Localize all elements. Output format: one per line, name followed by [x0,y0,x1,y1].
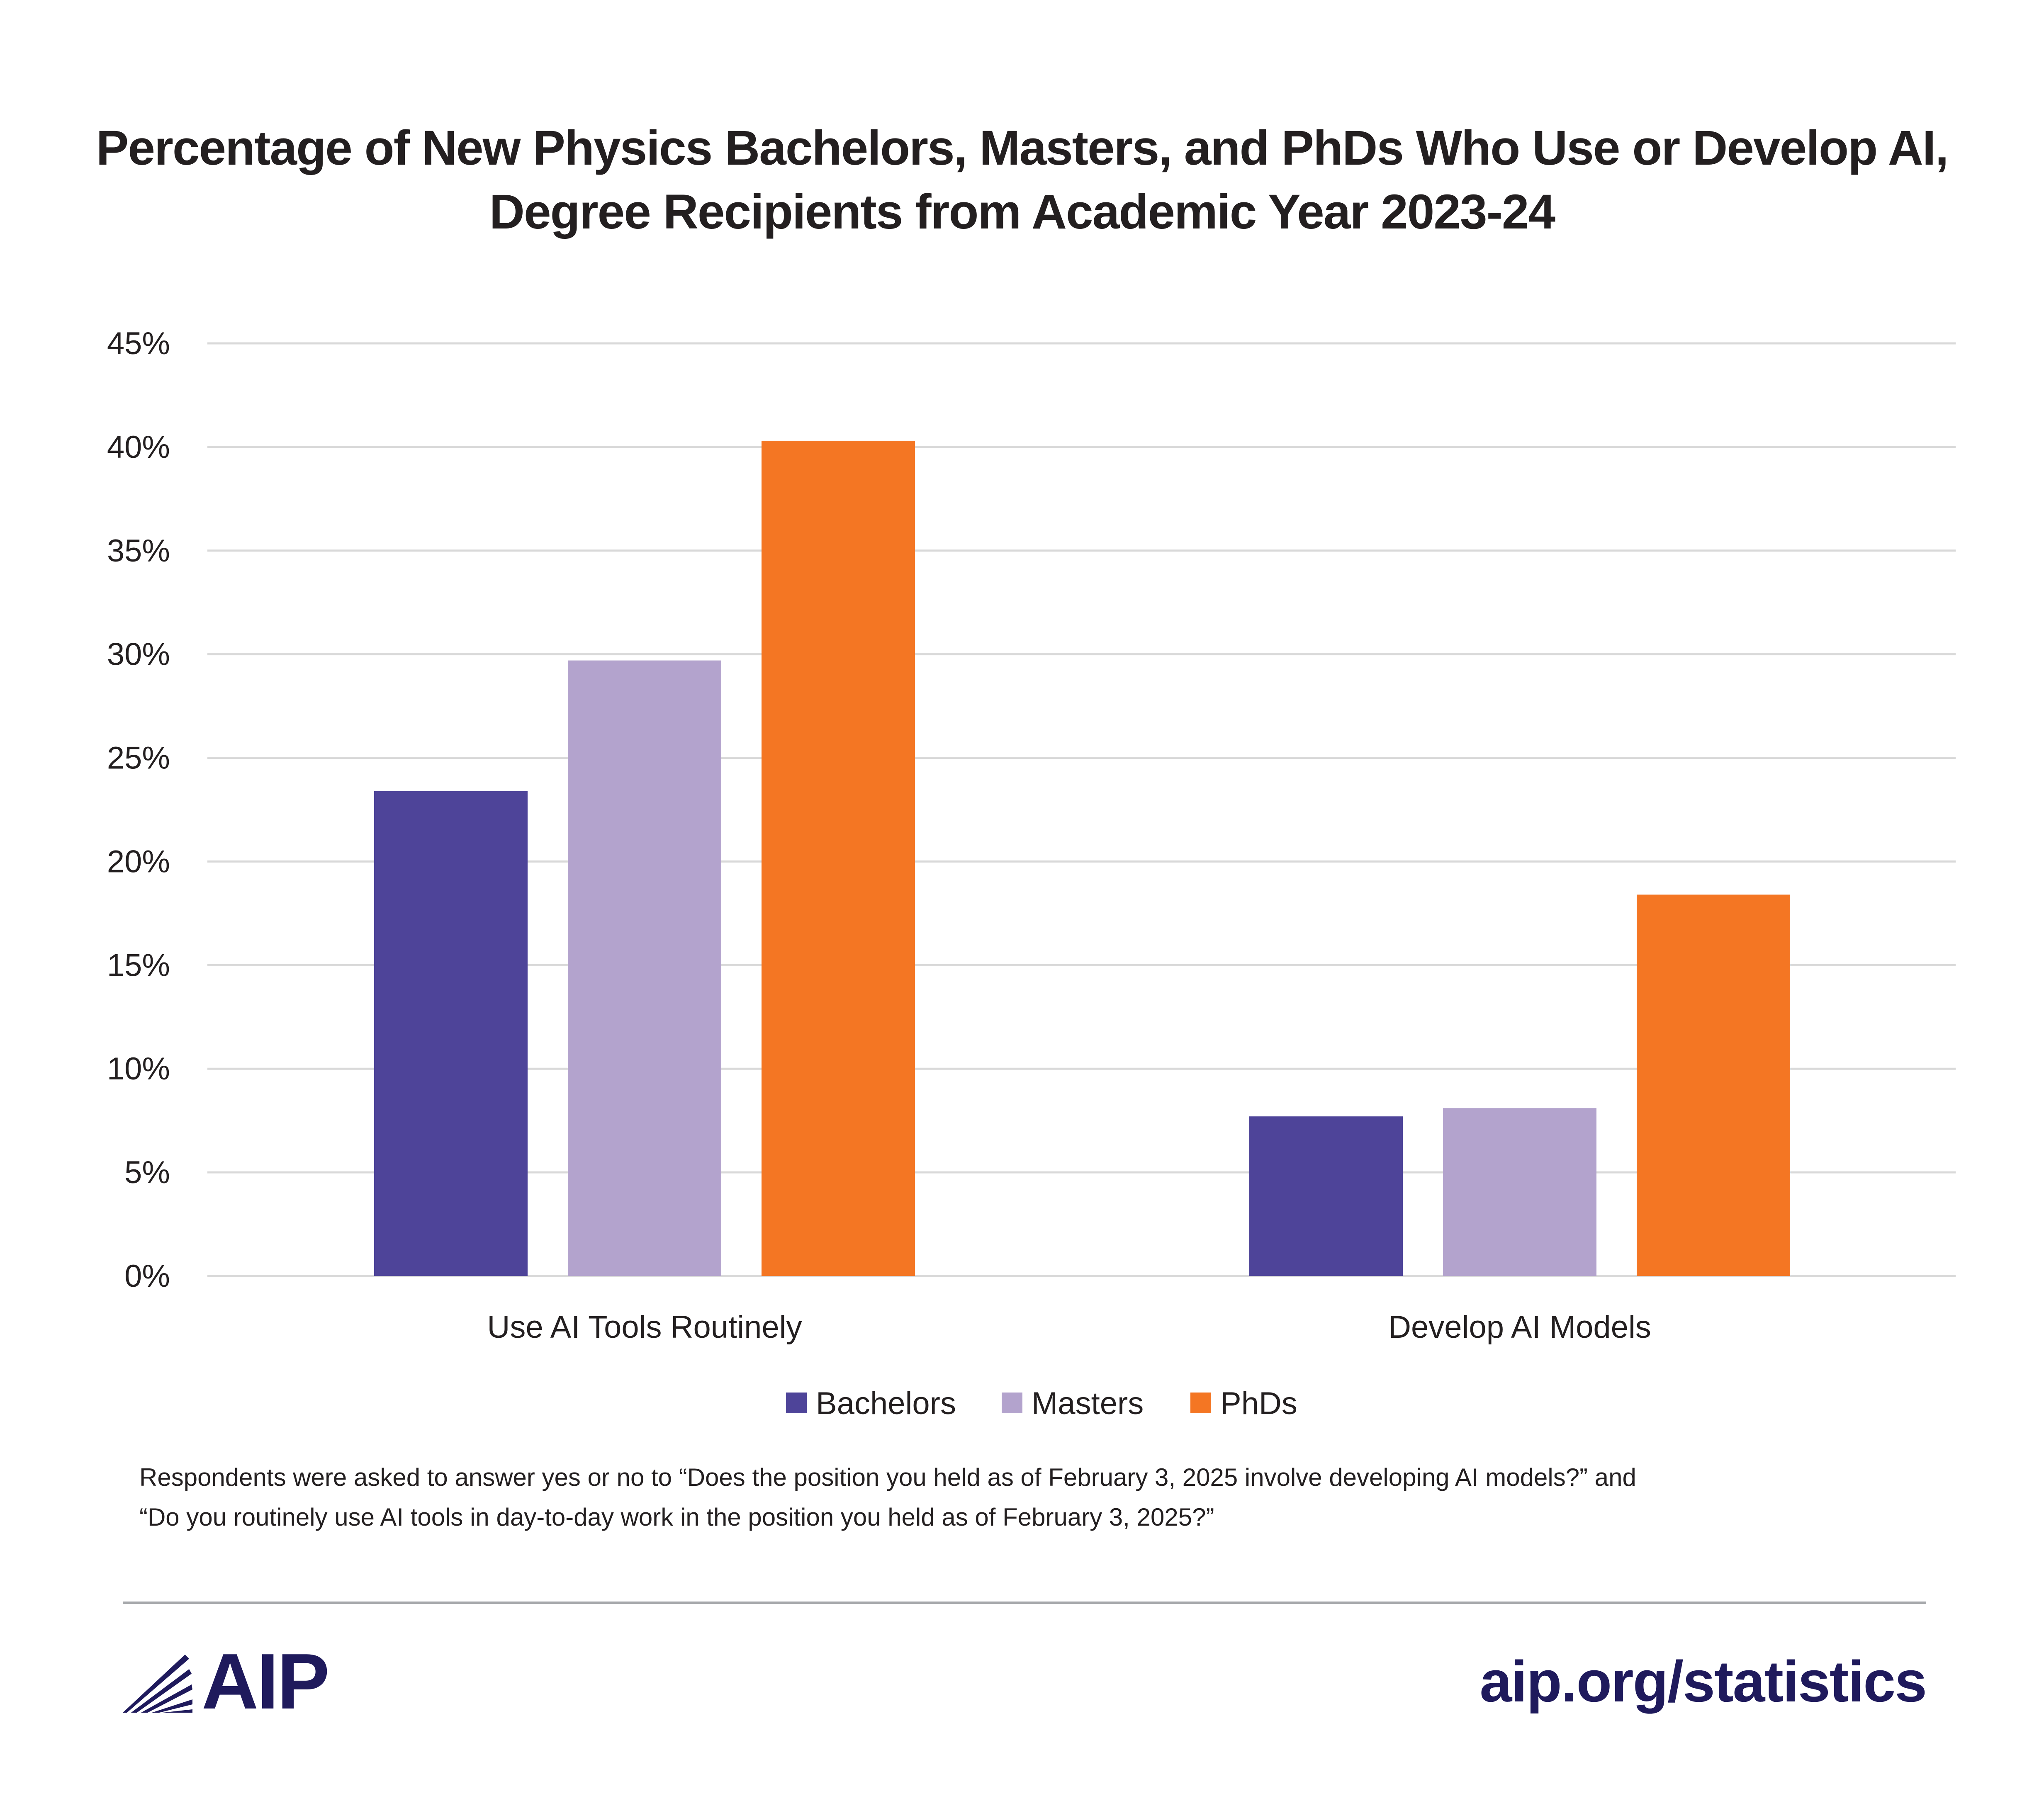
footer-divider [123,1602,1926,1604]
bar-phds-1 [1637,894,1790,1276]
bars [374,440,1790,1276]
y-axis-ticks: 0% 5% 10% 15% 20% 25% 30% 35% 40% 45% [107,326,170,1294]
x-axis-labels: Use AI Tools Routinely Develop AI Models [487,1310,1651,1345]
bar-masters-0 [568,660,721,1276]
x-category-label: Use AI Tools Routinely [487,1310,802,1345]
bar-masters-1 [1443,1108,1596,1276]
y-tick-label: 15% [107,948,170,983]
legend-swatch-bachelors [786,1393,807,1413]
y-tick-label: 5% [124,1155,170,1190]
chart-title: Percentage of New Physics Bachelors, Mas… [0,116,2044,244]
bar-phds-0 [762,440,915,1276]
x-category-label: Develop AI Models [1388,1310,1651,1345]
bar-bachelors-0 [374,791,528,1276]
aip-logo-text: AIP [202,1638,330,1726]
footnote: Respondents were asked to answer yes or … [139,1458,1923,1537]
legend-label-masters: Masters [1032,1386,1144,1421]
site-url[interactable]: aip.org/statistics [1479,1649,1927,1714]
y-tick-label: 35% [107,533,170,569]
chart-title-line-2: Degree Recipients from Academic Year 202… [489,185,1555,239]
chart-title-line-1: Percentage of New Physics Bachelors, Mas… [96,121,1949,175]
bar-bachelors-1 [1249,1116,1403,1276]
legend-swatch-phds [1190,1393,1211,1413]
legend-swatch-masters [1002,1393,1022,1413]
y-tick-label: 0% [124,1259,170,1294]
legend-label-bachelors: Bachelors [816,1386,956,1421]
y-tick-label: 25% [107,741,170,776]
y-tick-label: 40% [107,430,170,465]
y-tick-label: 45% [107,326,170,361]
legend: Bachelors Masters PhDs [786,1386,1297,1421]
footnote-line-2: “Do you routinely use AI tools in day-to… [139,1503,1214,1531]
legend-label-phds: PhDs [1220,1386,1297,1421]
y-tick-label: 20% [107,844,170,879]
y-tick-label: 10% [107,1051,170,1086]
bar-chart: 0% 5% 10% 15% 20% 25% 30% 35% 40% 45% Use AI Tool… [107,326,1956,1421]
y-tick-label: 30% [107,637,170,672]
aip-fan-logo-icon [123,1655,192,1713]
footnote-line-1: Respondents were asked to answer yes or … [139,1463,1636,1491]
